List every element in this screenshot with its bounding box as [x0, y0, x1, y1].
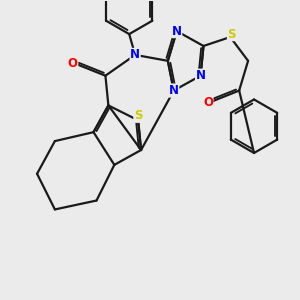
Text: N: N: [169, 84, 179, 97]
Text: N: N: [196, 69, 206, 82]
Text: S: S: [227, 28, 236, 40]
Text: N: N: [172, 25, 182, 38]
Text: O: O: [203, 96, 213, 109]
Text: N: N: [130, 48, 140, 62]
Text: O: O: [68, 57, 78, 70]
Text: S: S: [134, 109, 142, 122]
